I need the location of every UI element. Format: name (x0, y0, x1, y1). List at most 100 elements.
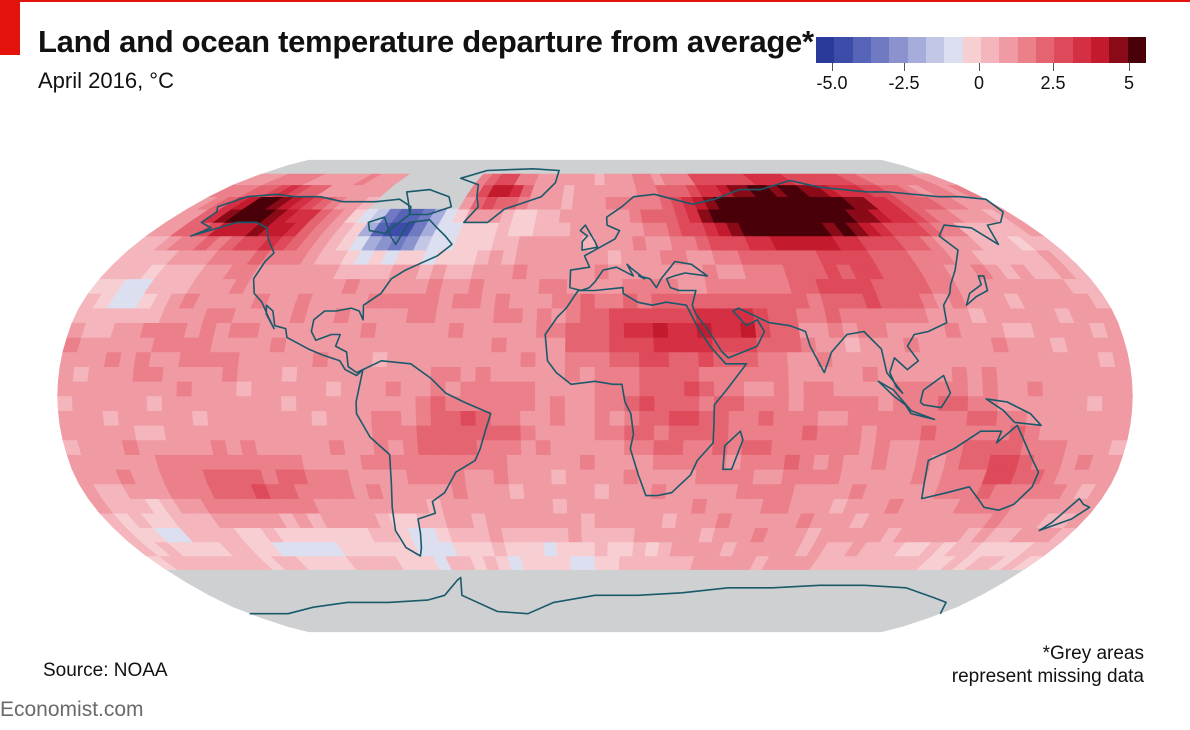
anomaly-cell (239, 337, 258, 353)
anomaly-cell (345, 322, 363, 338)
anomaly-cell (652, 322, 669, 338)
anomaly-cell (176, 381, 193, 397)
anomaly-cell (568, 541, 583, 557)
legend-tick-mark (1129, 63, 1130, 71)
anomaly-cell (103, 351, 123, 367)
anomaly-cell (582, 555, 596, 570)
anomaly-cell (841, 322, 860, 338)
legend-swatch (852, 37, 871, 63)
anomaly-cell (847, 410, 864, 426)
anomaly-cell (118, 425, 137, 441)
anomaly-cell (295, 381, 312, 397)
anomaly-cell (510, 498, 527, 514)
anomaly-cell (445, 351, 463, 367)
anomaly-cell (1116, 381, 1133, 397)
anomaly-cell (86, 395, 104, 411)
anomaly-cell (176, 410, 194, 426)
anomaly-cell (623, 337, 640, 353)
anomaly-cell (743, 410, 760, 426)
anomaly-cell (698, 425, 715, 441)
uk-coast (579, 224, 599, 251)
anomaly-cell (653, 425, 670, 441)
anomaly-cell (479, 293, 497, 309)
anomaly-cell (1085, 410, 1103, 426)
anomaly-cell (552, 278, 568, 294)
source-note: Source: NOAA (43, 660, 168, 681)
anomaly-cell (594, 173, 606, 186)
anomaly-cell (534, 366, 551, 382)
anomaly-cell (681, 454, 699, 470)
anomaly-cell (315, 454, 334, 470)
anomaly-cell (936, 410, 954, 426)
anomaly-cell (498, 264, 516, 280)
anomaly-cell (888, 439, 906, 455)
anomaly-cell (431, 439, 449, 455)
anomaly-cell (609, 410, 626, 426)
anomaly-cell (756, 439, 773, 455)
anomaly-cell (580, 293, 596, 309)
anomaly-cell (607, 249, 623, 265)
anomaly-cell (873, 439, 892, 455)
anomaly-cell (475, 351, 492, 367)
missing-data-note: *Grey areas represent missing data (904, 642, 1144, 688)
anomaly-cell (603, 173, 616, 186)
anomaly-cell (766, 469, 785, 485)
anomaly-cell (635, 278, 652, 294)
anomaly-cell (667, 322, 684, 338)
anomaly-cell (161, 381, 178, 397)
anomaly-cell (132, 410, 150, 426)
anomaly-cell (536, 469, 553, 485)
anomaly-cell (580, 307, 596, 323)
anomaly-cell (282, 351, 300, 367)
anomaly-cell (385, 366, 403, 382)
anomaly-cell (359, 322, 378, 338)
anomaly-cell (557, 222, 572, 237)
anomaly-cell (713, 410, 730, 426)
anomaly-cell (1112, 351, 1131, 367)
anomaly-cell (752, 469, 770, 485)
anomaly-cell (1012, 381, 1029, 397)
anomaly-cell (594, 469, 610, 485)
anomaly-cell (163, 425, 182, 441)
anomaly-cell (387, 439, 405, 455)
anomaly-cell (328, 439, 346, 455)
anomaly-cell (565, 439, 581, 455)
anomaly-cell (798, 454, 816, 470)
anomaly-cell (713, 366, 730, 382)
anomaly-cell (594, 184, 607, 197)
anomaly-cell (491, 454, 509, 470)
anomaly-cell (663, 278, 680, 294)
anomaly-cell (496, 498, 513, 514)
anomaly-cell (754, 454, 772, 470)
anomaly-cell (772, 351, 789, 367)
anomaly-cell (310, 395, 327, 411)
anomaly-cell (623, 469, 639, 485)
anomaly-cell (237, 425, 256, 441)
anomaly-cell (520, 351, 537, 367)
madagascar-coast (722, 430, 744, 471)
anomaly-cell (102, 410, 120, 426)
anomaly-cell (890, 425, 908, 441)
anomaly-cell (116, 395, 133, 411)
anomaly-cell (565, 337, 581, 353)
anomaly-cell (252, 425, 271, 441)
anomaly-cell (677, 498, 694, 514)
anomaly-cell (527, 249, 544, 265)
anomaly-cell (579, 410, 596, 426)
anomaly-cell (832, 366, 849, 382)
anomaly-cell (583, 196, 596, 210)
anomaly-cell (847, 366, 864, 382)
anomaly-cell (542, 235, 558, 251)
anomaly-cell (266, 381, 283, 397)
anomaly-cell (482, 498, 499, 514)
anomaly-cell (161, 395, 178, 411)
anomaly-cell (221, 366, 239, 382)
anomaly-cell (919, 351, 938, 367)
anomaly-cell (565, 483, 582, 499)
anomaly-cell (738, 469, 756, 485)
anomaly-cell (661, 264, 678, 280)
legend-swatch (925, 37, 945, 63)
anomaly-cell (266, 366, 284, 382)
anomaly-cell (415, 381, 432, 397)
anomaly-cell (712, 425, 730, 441)
